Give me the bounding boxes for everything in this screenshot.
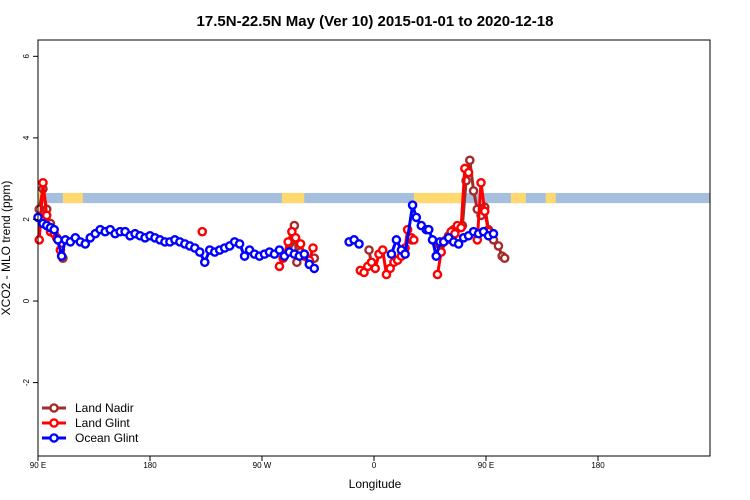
data-point bbox=[386, 249, 397, 259]
data-point bbox=[411, 212, 422, 223]
data-point bbox=[80, 239, 91, 249]
data-point bbox=[354, 239, 364, 249]
data-point bbox=[41, 210, 52, 221]
data-point bbox=[283, 237, 293, 247]
land-segment-5 bbox=[545, 192, 556, 204]
legend-label: Land Glint bbox=[75, 416, 130, 430]
data-point bbox=[34, 235, 45, 245]
data-point bbox=[364, 245, 374, 255]
data-point bbox=[476, 177, 486, 188]
data-point bbox=[274, 245, 285, 255]
data-point bbox=[299, 249, 310, 259]
data-point bbox=[309, 263, 320, 274]
x-tick-label: 90 W bbox=[253, 461, 272, 470]
data-point bbox=[488, 228, 499, 239]
data-point bbox=[56, 251, 67, 261]
data-point bbox=[463, 167, 474, 178]
land-segment-4 bbox=[510, 192, 526, 204]
ocean-band bbox=[38, 192, 710, 204]
x-tick-label: 90 E bbox=[30, 461, 46, 470]
y-tick-label: 0 bbox=[22, 298, 31, 303]
data-point bbox=[377, 245, 388, 255]
data-point bbox=[53, 235, 63, 245]
data-point bbox=[409, 235, 419, 245]
x-tick-label: 180 bbox=[591, 461, 605, 470]
data-point bbox=[427, 235, 438, 245]
data-point bbox=[308, 243, 318, 253]
land-mask-band bbox=[38, 192, 710, 204]
data-point bbox=[290, 233, 301, 243]
series-layer bbox=[33, 155, 510, 280]
data-point bbox=[295, 239, 306, 249]
x-axis: 90 E 180 90 W 0 90 E 180 bbox=[30, 456, 605, 470]
data-point bbox=[38, 177, 48, 188]
data-point bbox=[423, 224, 434, 235]
data-point bbox=[194, 247, 205, 257]
data-point bbox=[431, 251, 442, 261]
data-point bbox=[274, 261, 285, 272]
y-axis: -2 0 2 4 6 bbox=[22, 54, 38, 386]
legend-marker bbox=[49, 418, 59, 428]
legend-marker bbox=[49, 403, 59, 413]
data-point bbox=[493, 241, 504, 251]
x-tick-label: 180 bbox=[143, 461, 157, 470]
land-segment-2 bbox=[281, 192, 305, 204]
y-axis-label: XCO2 - MLO trend (ppm) bbox=[0, 181, 13, 316]
data-point bbox=[456, 222, 466, 233]
legend-label: Ocean Glint bbox=[75, 431, 139, 445]
plot-frame bbox=[37, 39, 711, 457]
data-point bbox=[499, 253, 510, 263]
data-point bbox=[49, 224, 59, 235]
data-point bbox=[239, 251, 250, 261]
data-point bbox=[197, 226, 208, 237]
land-segment-3 bbox=[413, 192, 464, 204]
data-point bbox=[407, 200, 418, 210]
y-tick-label: 2 bbox=[22, 217, 31, 222]
chart-title: 17.5N-22.5N May (Ver 10) 2015-01-01 to 2… bbox=[197, 13, 554, 30]
legend-label: Land Nadir bbox=[75, 401, 134, 415]
series-line bbox=[475, 181, 490, 240]
y-tick-label: 6 bbox=[22, 54, 31, 59]
x-axis-label: Longitude bbox=[349, 477, 402, 491]
y-tick-label: 4 bbox=[22, 135, 31, 140]
data-point bbox=[199, 257, 210, 268]
data-point bbox=[400, 249, 410, 259]
y-tick-label: -2 bbox=[22, 378, 31, 386]
data-point bbox=[391, 235, 402, 245]
data-point bbox=[453, 239, 464, 249]
data-point bbox=[468, 186, 479, 196]
x-tick-label: 0 bbox=[372, 461, 377, 470]
x-tick-label: 90 E bbox=[478, 461, 494, 470]
data-point bbox=[432, 269, 443, 280]
data-point bbox=[370, 263, 381, 274]
data-point bbox=[234, 239, 245, 249]
data-point bbox=[479, 206, 490, 217]
data-point bbox=[465, 155, 475, 166]
land-segment-1 bbox=[62, 192, 83, 204]
legend-marker bbox=[49, 433, 59, 443]
